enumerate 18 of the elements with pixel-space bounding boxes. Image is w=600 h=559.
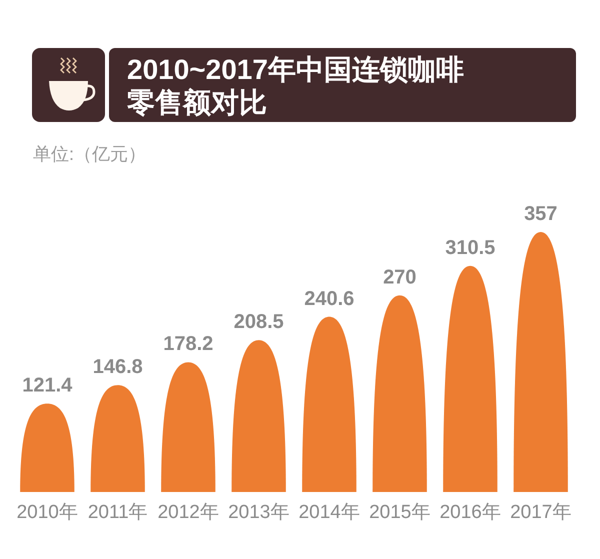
x-tick-label: 2014年 bbox=[298, 502, 360, 523]
data-label: 208.5 bbox=[234, 311, 284, 334]
x-tick-label: 2011年 bbox=[88, 502, 148, 523]
data-label: 121.4 bbox=[22, 374, 74, 397]
x-tick-label: 2012年 bbox=[158, 502, 219, 523]
data-label: 270 bbox=[383, 266, 416, 288]
data-label: 146.8 bbox=[92, 356, 143, 378]
x-tick-label: 2010年 bbox=[16, 502, 78, 523]
x-tick-label: 2017年 bbox=[510, 502, 572, 523]
x-tick-label: 2015年 bbox=[369, 502, 430, 523]
chart-subtitle: 单位:（亿元） bbox=[33, 144, 146, 164]
x-tick-label: 2016年 bbox=[440, 502, 501, 523]
x-tick-label: 2013年 bbox=[228, 502, 290, 523]
data-label: 178.2 bbox=[163, 333, 214, 356]
data-label: 310.5 bbox=[445, 236, 496, 259]
data-label: 240.6 bbox=[304, 288, 354, 310]
data-label: 357 bbox=[524, 203, 558, 225]
chart-title: 2010~2017年中国连锁咖啡零售额对比 bbox=[127, 54, 464, 118]
